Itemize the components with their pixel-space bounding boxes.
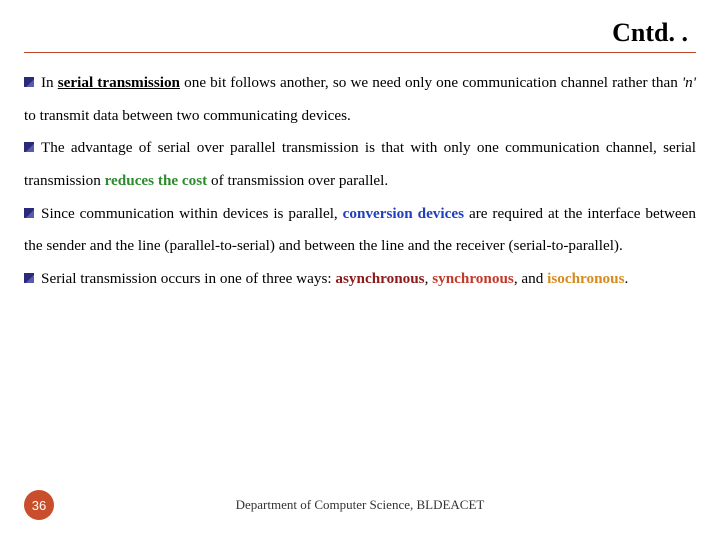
department-label: Department of Computer Science, BLDEACET [236, 497, 485, 513]
page-number-badge: 36 [24, 490, 54, 520]
p3-conversion-devices: conversion devices [343, 205, 464, 222]
p1-n: 'n' [682, 74, 696, 91]
bullet-icon [24, 205, 41, 222]
bullet-icon [24, 270, 41, 287]
page-title: Cntd. . [612, 18, 688, 47]
p1-text: In [41, 74, 58, 91]
p4-text: Serial transmission occurs in one of thr… [41, 270, 335, 287]
p4-comma2: , and [514, 270, 547, 287]
p2-reduces-cost: reduces the cost [105, 172, 208, 189]
bullet-icon [24, 74, 41, 91]
slide: Cntd. . In serial transmission one bit f… [0, 0, 720, 540]
content-body: In serial transmission one bit follows a… [24, 67, 696, 296]
p1-text3: to transmit data between two communicati… [24, 107, 351, 124]
bullet-icon [24, 139, 41, 156]
p2-text2: of transmission over parallel. [207, 172, 388, 189]
p1-serial-transmission: serial transmission [58, 74, 180, 91]
footer: 36 Department of Computer Science, BLDEA… [24, 488, 696, 522]
p1-text2: one bit follows another, so we need only… [180, 74, 682, 91]
p3-text: Since communication within devices is pa… [41, 205, 343, 222]
p4-period: . [625, 270, 629, 287]
p4-synchronous: synchronous [432, 270, 514, 287]
title-row: Cntd. . [24, 18, 696, 48]
title-rule [24, 52, 696, 53]
p4-isochronous: isochronous [547, 270, 624, 287]
p4-asynchronous: asynchronous [335, 270, 424, 287]
